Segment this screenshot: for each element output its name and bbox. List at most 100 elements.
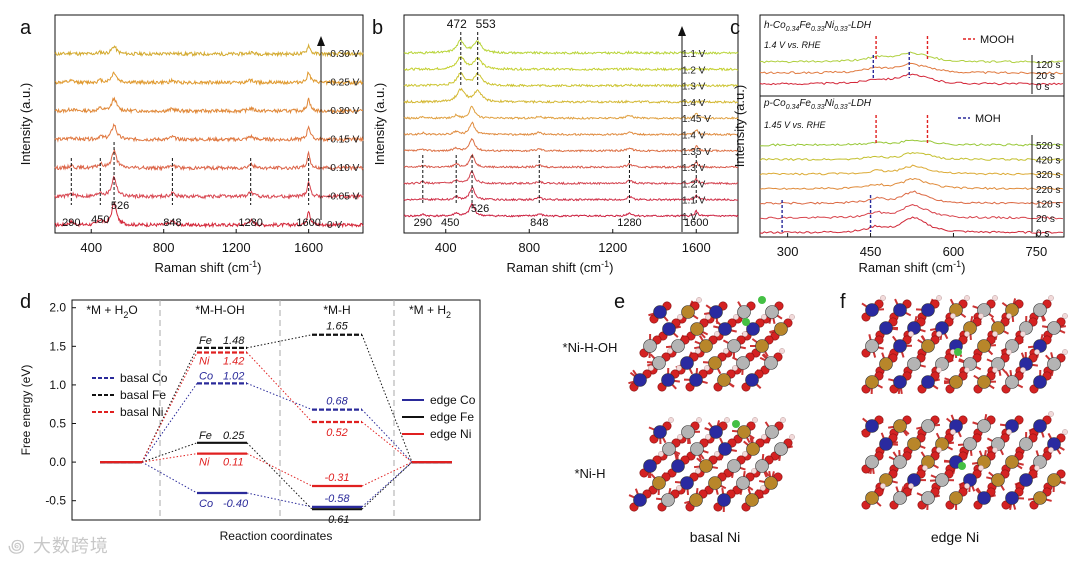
spectrum-trace [759, 216, 1063, 234]
y-axis-label: Intensity (a.u.) [372, 83, 387, 165]
trace-label: -0.25 V [327, 78, 360, 89]
level-value: -0.31 [324, 472, 349, 484]
legend-label: edge Fe [430, 410, 474, 424]
trace-label: 120 s [1036, 199, 1060, 210]
y-tick-label: 1.5 [49, 339, 66, 353]
metal-atom [977, 419, 991, 433]
state-label: *M + H2 [409, 303, 451, 320]
hydrogen-atom [978, 465, 984, 471]
metal-atom [765, 305, 779, 319]
hydrogen-atom [724, 417, 730, 423]
y-axis-label: Intensity (a.u.) [732, 85, 747, 167]
state-label: *M-H-OH [195, 303, 244, 317]
trace-label: -0.10 V [327, 163, 360, 174]
metal-atom [893, 419, 907, 433]
metal-atom [977, 491, 991, 505]
hydrogen-atom [1020, 331, 1026, 337]
panel-label-a: a [20, 17, 32, 39]
metal-atom [774, 442, 788, 456]
metal-atom [643, 459, 657, 473]
adsorbate-h-atom [958, 462, 966, 470]
hydrogen-atom [761, 434, 767, 440]
legend-moh-label: MOH [975, 113, 1001, 125]
hydrogen-atom [705, 434, 711, 440]
spectrum-trace [759, 177, 1063, 191]
trace-label: 520 s [1036, 141, 1060, 152]
peak-label: 848 [163, 217, 181, 229]
peak-label: 290 [414, 217, 432, 229]
pathway-connector [141, 453, 198, 463]
metal-atom [653, 425, 667, 439]
subpanel-title: h-Co0.34Fe0.33Ni0.33-LDH [764, 20, 872, 33]
hydrogen-atom [696, 417, 702, 423]
metal-atom [671, 339, 685, 353]
hydrogen-atom [1006, 349, 1012, 355]
plot-frame [54, 14, 364, 234]
hydrogen-atom [936, 331, 942, 337]
adsorbate-h-atom [742, 318, 750, 326]
panel-b: b 400 800 1200 1600 Raman shift (cm-1) Intensi… [372, 14, 739, 275]
pathway-connector [361, 409, 413, 463]
state-label-e-top: *Ni-H-OH [563, 340, 618, 355]
y-tick-label: 2.0 [49, 301, 66, 315]
x-tick-label: 750 [1026, 244, 1048, 259]
metal-atom [893, 303, 907, 317]
metal-atom [1005, 491, 1019, 505]
state-label: *M + H2O [86, 303, 137, 320]
metal-atom [907, 437, 921, 451]
pathway-connector [246, 334, 313, 349]
metal-atom [689, 493, 703, 507]
state-label-e-bottom: *Ni-H [574, 466, 605, 481]
peak-label: 553 [476, 17, 496, 31]
y-tick-label: 0.5 [49, 417, 66, 431]
hydrogen-atom [1062, 429, 1068, 435]
metal-atom [879, 321, 893, 335]
metal-atom [879, 357, 893, 371]
x-axis-label: Raman shift (cm-1) [859, 259, 966, 275]
plot-frame [403, 14, 739, 234]
trace-label: 220 s [1036, 185, 1060, 196]
level-label: Ni [199, 457, 210, 469]
level-value: 0.68 [326, 396, 348, 408]
pathway-connector [361, 334, 413, 463]
hydrogen-atom [648, 365, 654, 371]
panel-c: c 300 450 600 750 Raman shift (cm-1) Intensity… [730, 14, 1065, 275]
hydrogen-atom [880, 483, 886, 489]
metal-atom [764, 356, 778, 370]
metal-atom [893, 375, 907, 389]
panel-e: e *Ni-H-OH *Ni-H basal Ni [563, 291, 795, 545]
metal-atom [949, 491, 963, 505]
hydrogen-atom [936, 447, 942, 453]
metal-atom [737, 425, 751, 439]
hydrogen-atom [992, 447, 998, 453]
hydrogen-atom [936, 367, 942, 373]
peak-label: 1600 [296, 217, 320, 229]
legend-mooh-label: MOOH [980, 34, 1014, 46]
hydrogen-atom [789, 434, 795, 440]
hydrogen-atom [677, 434, 683, 440]
metal-atom [1033, 419, 1047, 433]
spectrum-trace [54, 96, 363, 115]
level-value: 1.65 [326, 321, 348, 333]
spectrum-trace [759, 152, 1064, 161]
metal-atom [709, 305, 723, 319]
level-value: -0.40 [223, 498, 249, 510]
x-tick-label: 1200 [598, 240, 627, 255]
metal-atom [718, 322, 732, 336]
pathway-connector [246, 453, 313, 487]
y-axis-label: Free energy (eV) [19, 365, 33, 456]
metal-atom [991, 473, 1005, 487]
metal-atom [690, 442, 704, 456]
hydrogen-atom [992, 331, 998, 337]
metal-atom [652, 476, 666, 490]
watermark: ꩜ 大数跨境 [8, 532, 109, 559]
hydrogen-atom [696, 297, 702, 303]
x-tick-label: 1600 [294, 240, 323, 255]
hydrogen-atom [742, 331, 748, 337]
x-tick-label: 450 [860, 244, 882, 259]
x-tick-label: 1200 [222, 240, 251, 255]
metal-atom [1033, 375, 1047, 389]
hydrogen-atom [780, 417, 786, 423]
metal-atom [879, 437, 893, 451]
metal-atom [865, 339, 879, 353]
